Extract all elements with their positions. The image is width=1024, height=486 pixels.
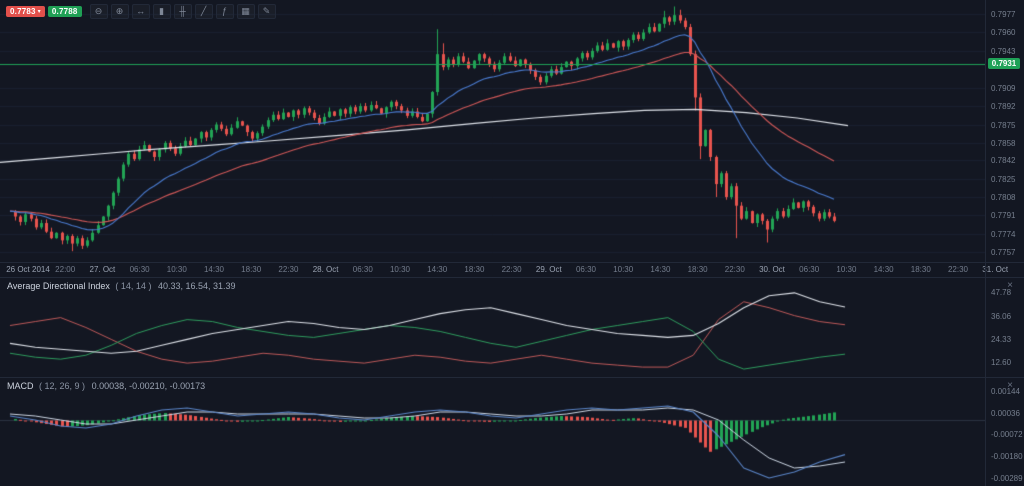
- price-axis-label: 0.7791: [991, 211, 1016, 221]
- time-axis-label: 22:00: [55, 265, 76, 274]
- adx-axis-label: 36.06: [991, 311, 1012, 321]
- time-axis-label: 10:30: [836, 265, 857, 274]
- price-axis-label: 0.7825: [991, 174, 1016, 184]
- time-axis-label: 18:30: [687, 265, 708, 274]
- time-axis-label: 28. Oct: [312, 265, 339, 274]
- adx-axis-label: 47.78: [991, 288, 1012, 298]
- sell-price-badge[interactable]: 0.7783 ▾: [6, 6, 45, 17]
- price-axis-label: 0.7960: [991, 28, 1016, 38]
- ohlc-bars-icon[interactable]: ╫: [173, 4, 192, 19]
- active-price-tag[interactable]: 0.7931: [988, 57, 1020, 69]
- price-axis-label: 0.7774: [991, 229, 1016, 239]
- time-axis-label: 29. Oct: [535, 265, 562, 274]
- price-axis-label: 0.7842: [991, 156, 1016, 166]
- macd-name: MACD: [7, 381, 34, 391]
- macd-axis-label: 0.00036: [991, 408, 1020, 418]
- price-axis-label: 0.7858: [991, 138, 1016, 148]
- macd-axis-label: 0.00144: [991, 387, 1020, 397]
- time-axis-label: 10:30: [389, 265, 411, 274]
- sell-caret-icon: ▾: [37, 8, 41, 15]
- time-axis-label: 10:30: [166, 265, 187, 274]
- time-axis-label: 14:30: [650, 265, 671, 274]
- pan-icon[interactable]: ↔: [131, 4, 150, 19]
- buy-price-badge[interactable]: 0.7788: [47, 6, 82, 17]
- macd-axis-label: -0.00180: [991, 452, 1023, 461]
- grid-icon[interactable]: ▦: [236, 4, 255, 19]
- price-axis-label: 0.7943: [991, 46, 1016, 56]
- macd-axis-label: -0.00289: [991, 473, 1023, 483]
- time-axis-label: 14:30: [203, 265, 225, 274]
- time-axis-label: 27. Oct: [89, 265, 116, 274]
- annotate-icon[interactable]: ✎: [257, 4, 276, 19]
- macd-indicator-title: MACD ( 12, 26, 9 ) 0.00038, -0.00210, -0…: [7, 381, 205, 391]
- time-axis-label: 30. Oct: [759, 265, 785, 274]
- panel-divider: [0, 377, 1024, 378]
- price-axis-label: 0.7977: [991, 10, 1016, 20]
- adx-values: 40.33, 16.54, 31.39: [157, 281, 236, 291]
- time-axis-label: 06:30: [352, 265, 373, 274]
- zoom-in-icon[interactable]: ⊕: [110, 4, 129, 19]
- adx-params: ( 14, 14 ): [115, 281, 152, 291]
- price-axis[interactable]: 0.7977 0.7960 0.7943 0.7909 0.7892 0.7875 0.78…: [986, 0, 1024, 262]
- adx-indicator-title: Average Directional Index ( 14, 14 ) 40.…: [7, 281, 236, 291]
- time-axis-label: 18:30: [464, 265, 485, 274]
- time-axis-label: 26 Oct 2014: [6, 265, 50, 274]
- time-axis-label: 14:30: [873, 265, 894, 274]
- candlestick-chart-icon[interactable]: ▮: [152, 4, 171, 19]
- macd-indicator-chart[interactable]: [0, 378, 985, 486]
- buy-price-value: 0.7788: [51, 7, 78, 16]
- macd-params: ( 12, 26, 9 ): [39, 381, 86, 391]
- adx-close-button[interactable]: ×: [1007, 280, 1013, 291]
- time-axis-label: 14:30: [427, 265, 448, 274]
- time-axis-label: 10:30: [613, 265, 634, 274]
- sell-price-value: 0.7783: [10, 7, 36, 16]
- line-chart-icon[interactable]: ╱: [194, 4, 213, 19]
- indicators-icon[interactable]: ƒ: [215, 4, 234, 19]
- toolbar-icon-group: ⊖ ⊕ ↔ ▮ ╫ ╱ ƒ ▦ ✎: [89, 4, 276, 19]
- adx-axis[interactable]: 47.78 36.06 24.33 12.60: [986, 278, 1024, 377]
- chart-toolbar: 0.7783 ▾ 0.7788 ⊖ ⊕ ↔ ▮ ╫ ╱ ƒ ▦ ✎: [6, 4, 276, 19]
- macd-axis-label: -0.00072: [991, 430, 1023, 440]
- macd-axis[interactable]: 0.00144 0.00036 -0.00072 -0.00180 -0.00289: [986, 378, 1024, 486]
- price-axis-label: 0.7875: [991, 120, 1016, 130]
- time-axis-label: 06:30: [575, 265, 597, 274]
- axis-divider: [985, 0, 986, 486]
- time-axis-label: 31. Oct: [982, 265, 1009, 274]
- time-axis[interactable]: 26 Oct 2014 22:00 27. Oct 06:30 10:30 14:30 18…: [0, 262, 1024, 277]
- price-axis-label: 0.7892: [991, 102, 1016, 112]
- price-axis-label: 0.7757: [991, 248, 1016, 258]
- main-price-chart[interactable]: [0, 0, 985, 262]
- adx-axis-label: 24.33: [991, 334, 1012, 344]
- macd-close-button[interactable]: ×: [1007, 380, 1013, 391]
- time-axis-label: 22:30: [947, 265, 969, 274]
- time-axis-label: 18:30: [910, 265, 931, 274]
- adx-indicator-chart[interactable]: [0, 278, 985, 377]
- macd-values: 0.00038, -0.00210, -0.00173: [91, 381, 206, 391]
- adx-name: Average Directional Index: [7, 281, 110, 291]
- zoom-out-icon[interactable]: ⊖: [89, 4, 108, 19]
- adx-axis-label: 12.60: [991, 357, 1012, 367]
- price-axis-label: 0.7808: [991, 193, 1016, 203]
- time-axis-label: 22:30: [724, 265, 745, 274]
- panel-divider: [0, 277, 1024, 278]
- time-axis-label: 22:30: [278, 265, 299, 274]
- panel-divider: [0, 262, 1024, 263]
- price-axis-label: 0.7909: [991, 83, 1016, 93]
- time-axis-label: 18:30: [241, 265, 262, 274]
- time-axis-label: 22:30: [501, 265, 522, 274]
- time-axis-label: 06:30: [799, 265, 820, 274]
- time-axis-label: 06:30: [129, 265, 150, 274]
